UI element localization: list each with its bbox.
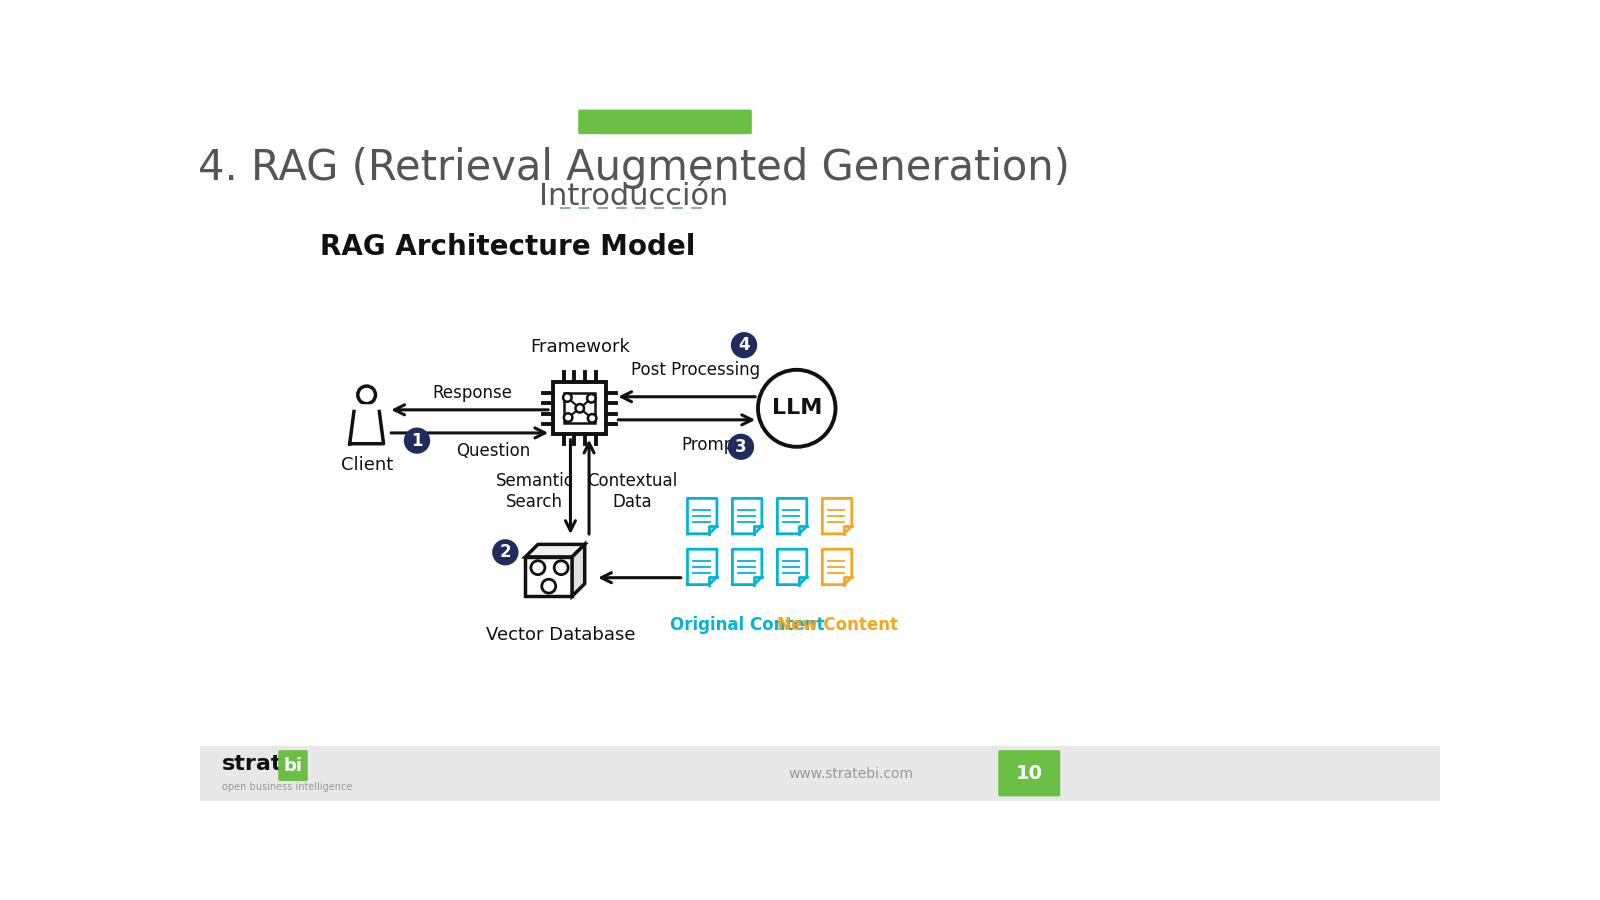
Circle shape [542,580,555,593]
Bar [565,393,595,424]
Polygon shape [688,499,717,534]
Polygon shape [778,549,806,585]
Polygon shape [573,544,584,596]
Text: 4. RAG (Retrieval Augmented Generation): 4. RAG (Retrieval Augmented Generation) [198,147,1070,189]
Polygon shape [733,499,762,534]
Text: Semantic
Search: Semantic Search [496,472,574,511]
Text: Vector Database: Vector Database [486,626,635,644]
Text: RAG Architecture Model: RAG Architecture Model [320,232,696,261]
Circle shape [587,414,597,422]
FancyBboxPatch shape [278,751,307,781]
Text: Contextual
Data: Contextual Data [587,472,677,511]
Circle shape [531,561,546,574]
Text: Original Content: Original Content [670,616,824,634]
Polygon shape [525,544,584,557]
Polygon shape [778,499,806,534]
Text: www.stratebi.com: www.stratebi.com [789,767,914,781]
Circle shape [554,561,568,574]
Circle shape [587,394,595,402]
Text: New Content: New Content [776,616,898,634]
Polygon shape [688,549,717,585]
Text: Prompt: Prompt [682,436,741,454]
FancyBboxPatch shape [578,110,752,134]
Text: 3: 3 [734,437,747,455]
FancyBboxPatch shape [998,751,1061,797]
Bar [554,382,606,435]
Text: Client: Client [341,456,392,474]
Text: 2: 2 [499,544,510,562]
Text: LLM: LLM [771,399,822,418]
Circle shape [563,393,571,401]
Text: Post Processing: Post Processing [632,361,760,379]
Polygon shape [822,499,851,534]
Text: bi: bi [283,757,302,775]
Polygon shape [822,549,851,585]
Text: 10: 10 [1016,764,1043,783]
Polygon shape [525,557,573,596]
Polygon shape [733,549,762,585]
Circle shape [493,539,518,565]
Text: Introducción: Introducción [539,182,728,211]
Circle shape [758,370,835,446]
Text: Response: Response [432,384,512,402]
Text: Question: Question [456,442,530,460]
Text: open business intelligence: open business intelligence [222,782,352,792]
Polygon shape [350,407,384,444]
Circle shape [731,332,757,358]
Text: 4: 4 [738,337,750,355]
Text: 1: 1 [411,432,422,450]
Text: strate: strate [222,754,298,774]
Circle shape [728,434,754,460]
Circle shape [403,428,430,454]
Circle shape [576,404,584,412]
Bar [200,745,1440,801]
Circle shape [563,413,573,422]
Text: Framework: Framework [530,338,630,356]
